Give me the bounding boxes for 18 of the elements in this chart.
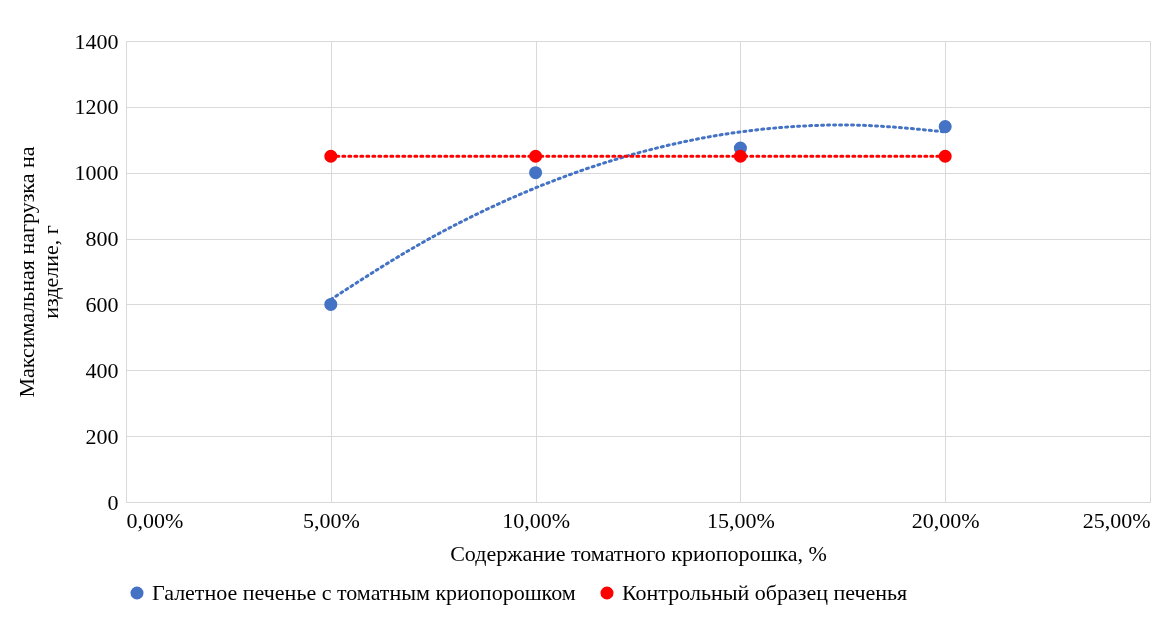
y-axis-title: Максимальная нагрузка на изделие, г	[13, 146, 63, 398]
x-tick-label: 20,00%	[911, 507, 980, 533]
y-tick-label: 1400	[74, 28, 119, 54]
legend-label: Галетное печенье с томатным криопорошком	[152, 580, 576, 605]
y-tick-label: 600	[85, 291, 119, 317]
y-tick-label: 0	[107, 489, 119, 515]
x-tick-label: 5,00%	[302, 507, 360, 533]
y-tick-label: 1200	[74, 94, 119, 120]
y-tick-label: 200	[85, 423, 119, 449]
y-tick-label: 400	[85, 357, 119, 383]
x-tick-label: 10,00%	[502, 507, 571, 533]
x-tick-label: 15,00%	[706, 507, 775, 533]
x-tick-label: 0,00%	[126, 507, 184, 533]
legend-label: Контрольный образец печенья	[622, 580, 908, 605]
y-tick-label: 1000	[74, 160, 119, 186]
x-axis-title: Содержание томатного криопорошка, %	[450, 540, 827, 566]
x-tick-label: 25,00%	[1082, 507, 1151, 533]
y-tick-label: 800	[85, 226, 119, 252]
